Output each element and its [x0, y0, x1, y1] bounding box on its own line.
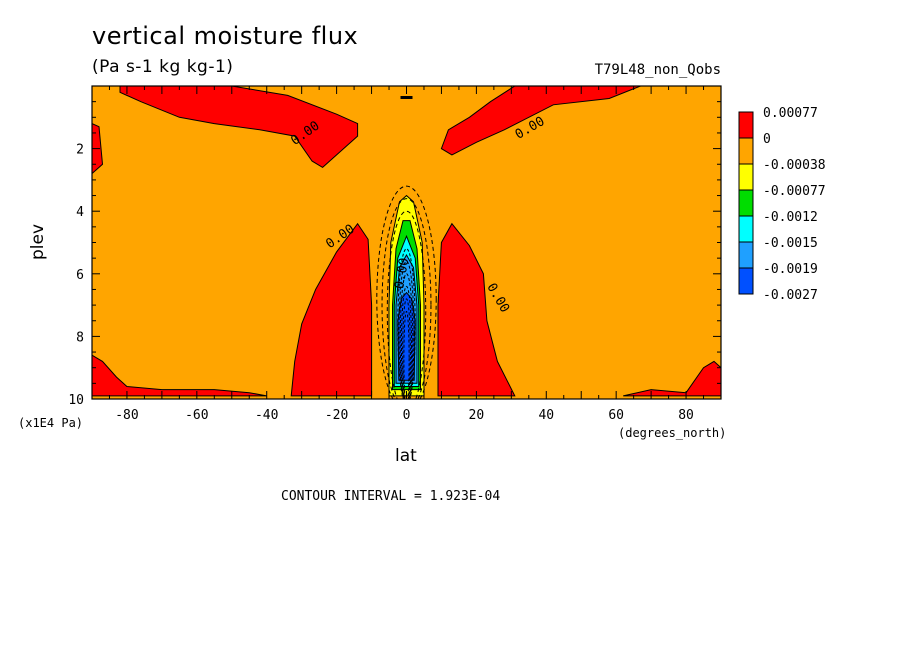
legend-label: -0.00038: [763, 158, 826, 173]
chart-units: (Pa s-1 kg kg-1): [92, 57, 234, 77]
color-legend: 0.00077 0 -0.00038 -0.00077 -0.0012 -0.0015 -0…: [738, 106, 826, 303]
x-tick-label: 0: [403, 408, 411, 423]
legend-label: -0.0012: [763, 210, 818, 225]
legend-label: -0.00077: [763, 184, 826, 199]
x-tick-label: 20: [469, 408, 485, 423]
dashed-contour: [399, 273, 414, 399]
axes: -80 -60 -40 -20 0 20 40 60 80 2 4 6 8 10: [68, 85, 722, 423]
dashed-contour: [403, 310, 410, 399]
legend-swatch: [738, 189, 754, 217]
x-tick-label: 80: [678, 408, 694, 423]
x-tick-label: 40: [538, 408, 554, 423]
legend-label: 0.00077: [763, 106, 818, 121]
legend-swatch: [738, 163, 754, 191]
legend-label: -0.0015: [763, 236, 818, 251]
dashed-contour: [386, 210, 427, 399]
y-axis-unit: (x1E4 Pa): [18, 416, 84, 430]
legend-swatch: [738, 241, 754, 269]
x-tick-label: -80: [115, 408, 138, 423]
plot-area: 0.000.000.000.000.00: [92, 86, 721, 399]
dashed-contour: [376, 185, 437, 399]
legend-swatch: [738, 111, 754, 139]
plot-fill: 0.000.000.000.000.00: [92, 86, 721, 399]
y-tick-label: 2: [76, 143, 84, 158]
dashed-contour: [398, 260, 415, 399]
legend-swatch: [738, 215, 754, 243]
y-tick-label: 8: [76, 330, 84, 345]
contour-label: 0.00: [392, 257, 412, 290]
legend-label: 0: [763, 132, 771, 147]
dashed-contour: [397, 248, 416, 399]
x-axis-unit: (degrees_north): [618, 426, 727, 440]
region-left-lobe: [290, 222, 373, 397]
region-bottom-right-strip: [623, 360, 721, 397]
x-tick-label: -40: [255, 408, 278, 423]
legend-swatch: [738, 267, 754, 295]
x-tick-label: -60: [185, 408, 208, 423]
chart-title: vertical moisture flux: [92, 22, 359, 50]
x-tick-label: 60: [608, 408, 624, 423]
y-tick-label: 10: [68, 393, 84, 408]
region-upper-band-right: [440, 86, 641, 156]
dashed-contour: [402, 298, 411, 399]
dataset-label: T79L48_non_Qobs: [594, 62, 721, 78]
x-axis-label: lat: [395, 446, 417, 466]
y-tick-label: 4: [76, 205, 84, 220]
top-marker: [400, 96, 413, 99]
legend-label: -0.0019: [763, 262, 818, 277]
legend-swatch: [738, 137, 754, 165]
region-upper-band-left: [119, 86, 359, 169]
x-tick-label: -20: [325, 408, 348, 423]
y-tick-label: 6: [76, 268, 84, 283]
dashed-contour: [400, 285, 413, 399]
dashed-contour: [381, 198, 432, 399]
region-right-lobe: [437, 222, 516, 397]
contour-interval-note: CONTOUR INTERVAL = 1.923E-04: [281, 489, 501, 504]
legend-label: -0.0027: [763, 288, 818, 303]
